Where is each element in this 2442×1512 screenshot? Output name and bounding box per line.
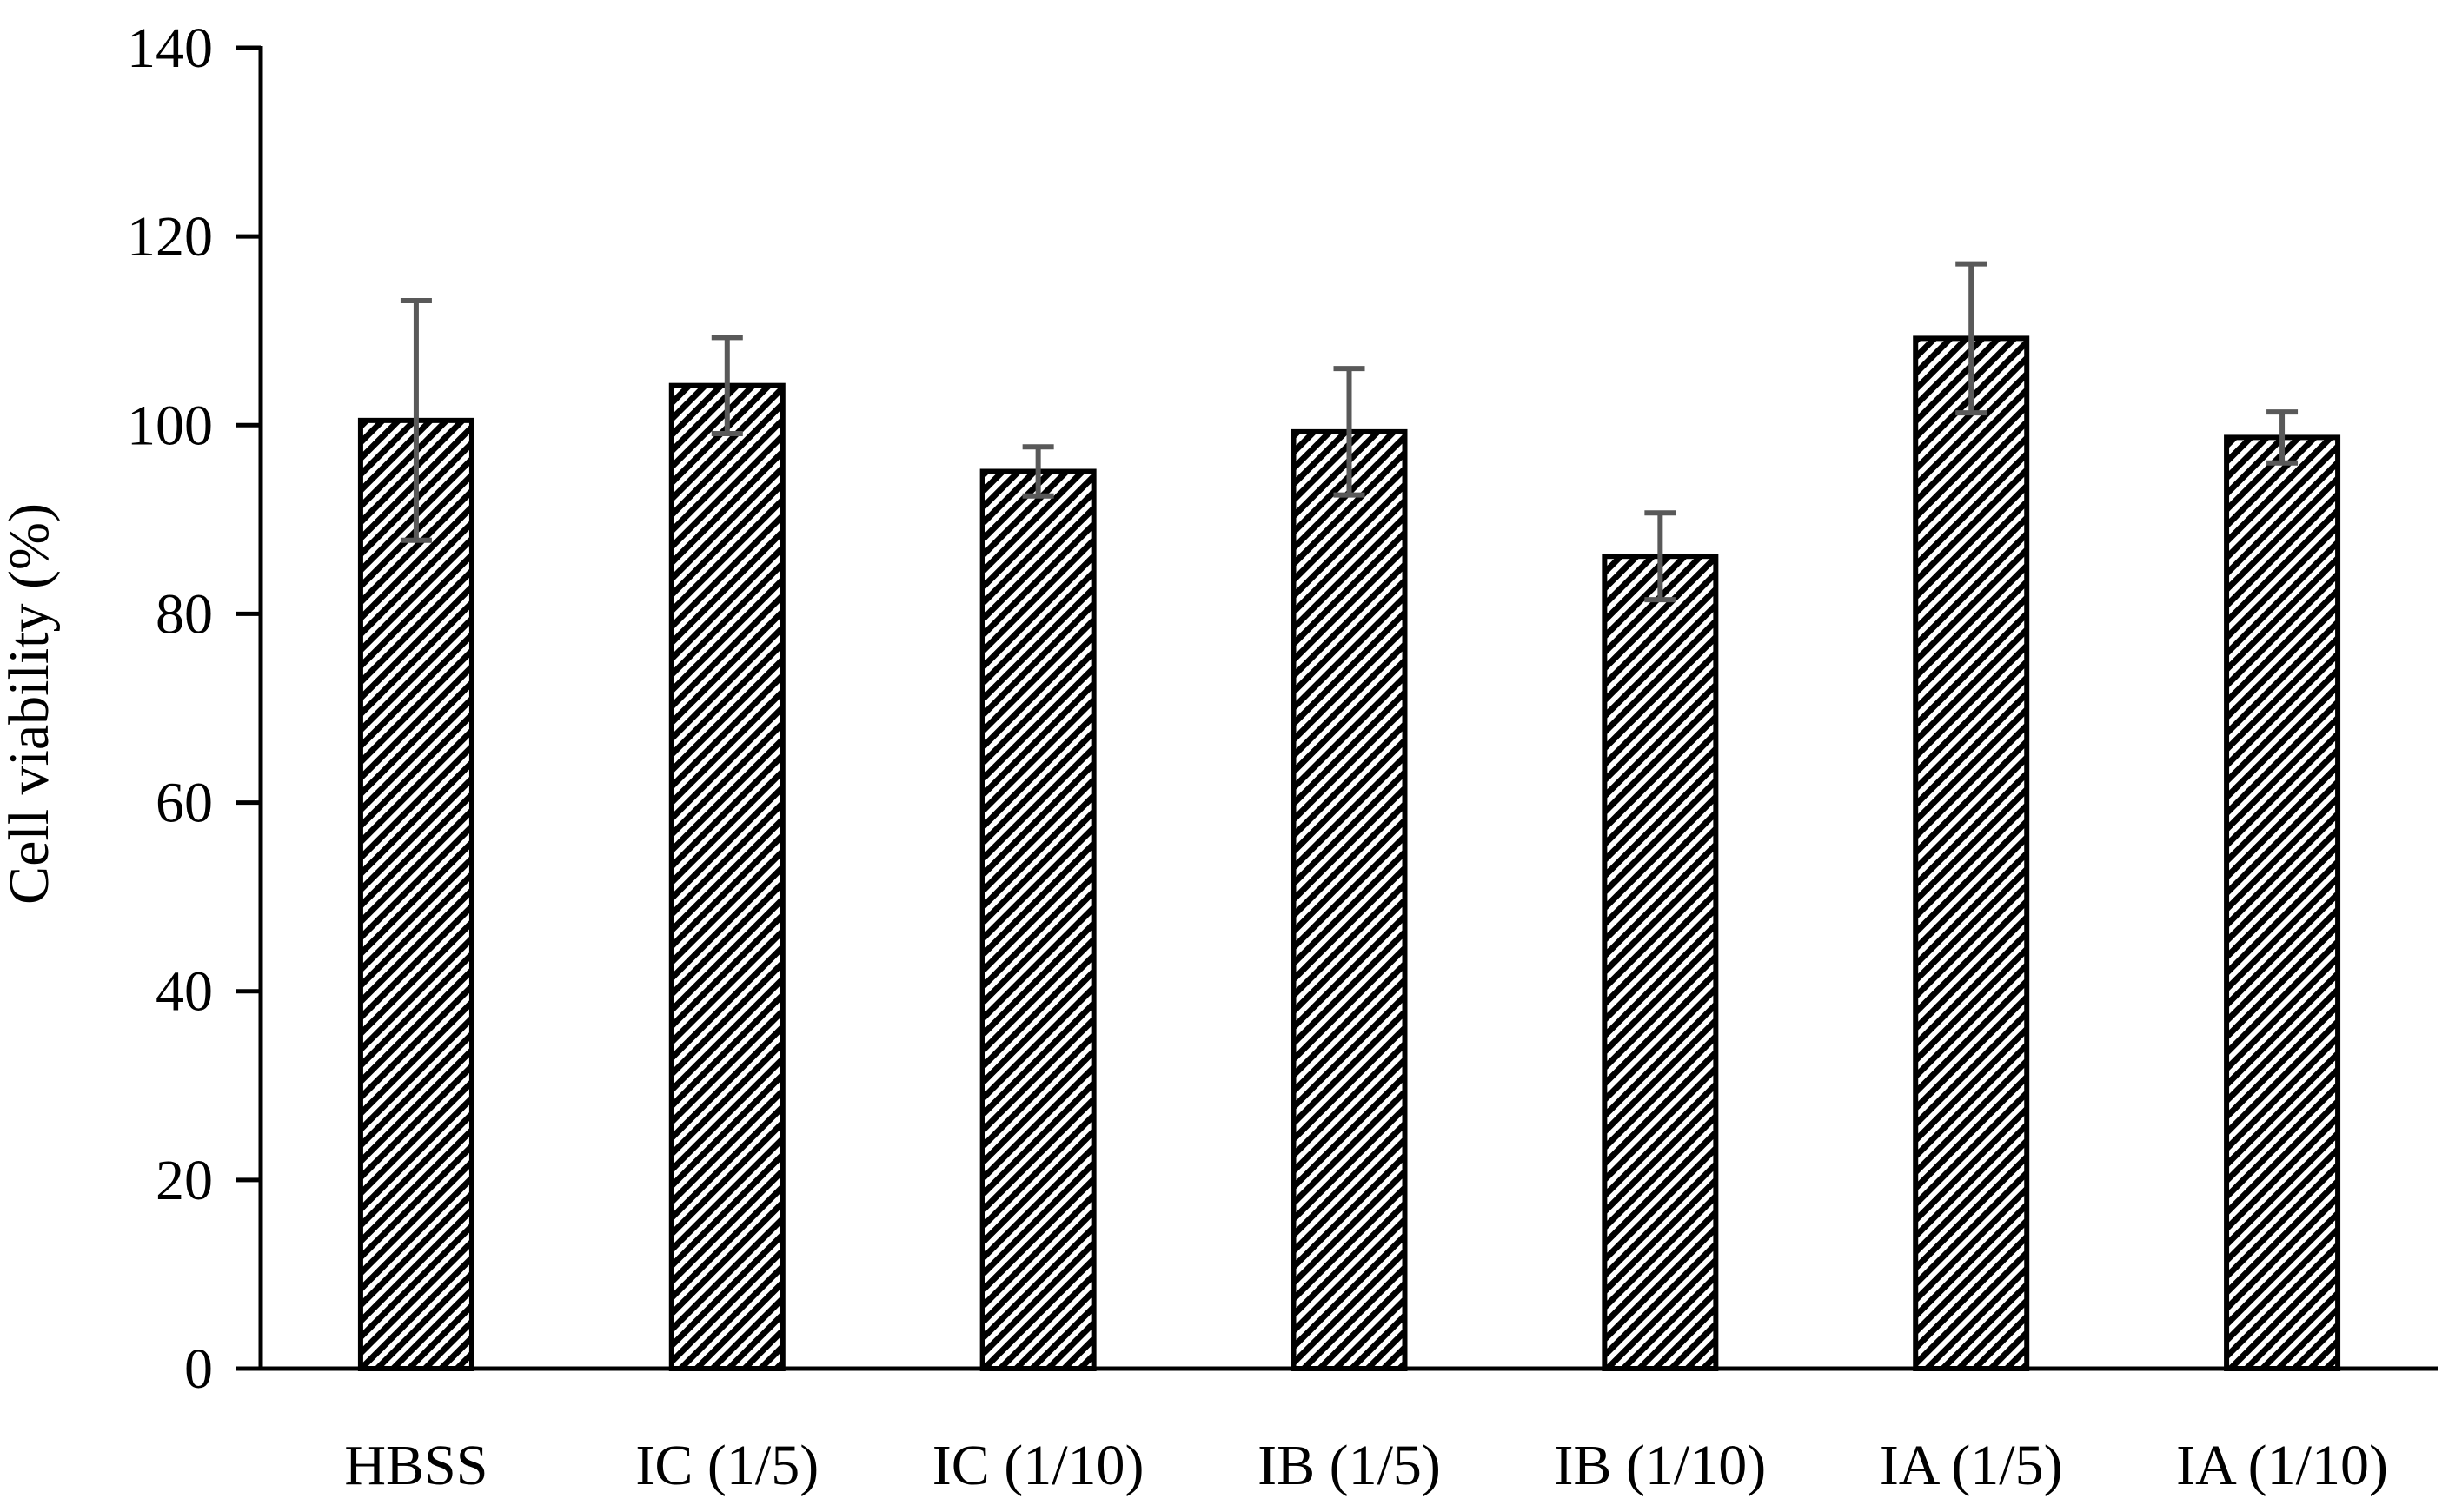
axes-layer: [236, 45, 2438, 1371]
error-bar-ia-1-5: [1955, 261, 1987, 416]
bar-hbss: [357, 417, 474, 1371]
y-axis-title: Cell viability (%): [0, 503, 61, 905]
y-tick-label: 140: [127, 17, 213, 80]
error-bar-ib-1-10: [1644, 510, 1676, 603]
error-bar-hbss: [400, 297, 432, 543]
error-bar-ic-1-5: [711, 335, 743, 437]
labels-layer: HBSS IC (1/5) IC (1/10) IB (1/5) IB (1/10) IA…: [127, 17, 2388, 1497]
y-tick-label: 40: [156, 960, 213, 1024]
x-tick-label: IA (1/10): [2176, 1434, 2388, 1497]
y-tick-label: 120: [127, 205, 213, 269]
y-tick-label: 0: [184, 1337, 213, 1401]
y-tick-label: 60: [156, 772, 213, 835]
x-tick-label: IB (1/10): [1554, 1434, 1766, 1497]
x-tick-label: IA (1/5): [1880, 1434, 2063, 1497]
x-tick-label: HBSS: [344, 1434, 488, 1497]
y-tick-label: 20: [156, 1149, 213, 1212]
error-bar-ib-1-5: [1333, 366, 1365, 498]
x-tick-label: IB (1/5): [1257, 1434, 1441, 1497]
bar-ib-1-10: [1602, 554, 1719, 1371]
bar-ic-1-10: [979, 468, 1097, 1371]
x-tick-label: IC (1/10): [932, 1434, 1145, 1497]
y-tick-label: 100: [127, 394, 213, 457]
y-tick-label: 80: [156, 582, 213, 646]
error-bar-ic-1-10: [1022, 444, 1054, 499]
bar-ia-1-10: [2224, 434, 2341, 1371]
x-tick-label: IC (1/5): [635, 1434, 819, 1497]
error-bar-ia-1-10: [2266, 409, 2299, 466]
bar-ic-1-5: [668, 382, 786, 1372]
bar-ib-1-5: [1291, 428, 1408, 1371]
error-bars-layer: [400, 261, 2299, 603]
bar-ia-1-5: [1913, 335, 2030, 1371]
